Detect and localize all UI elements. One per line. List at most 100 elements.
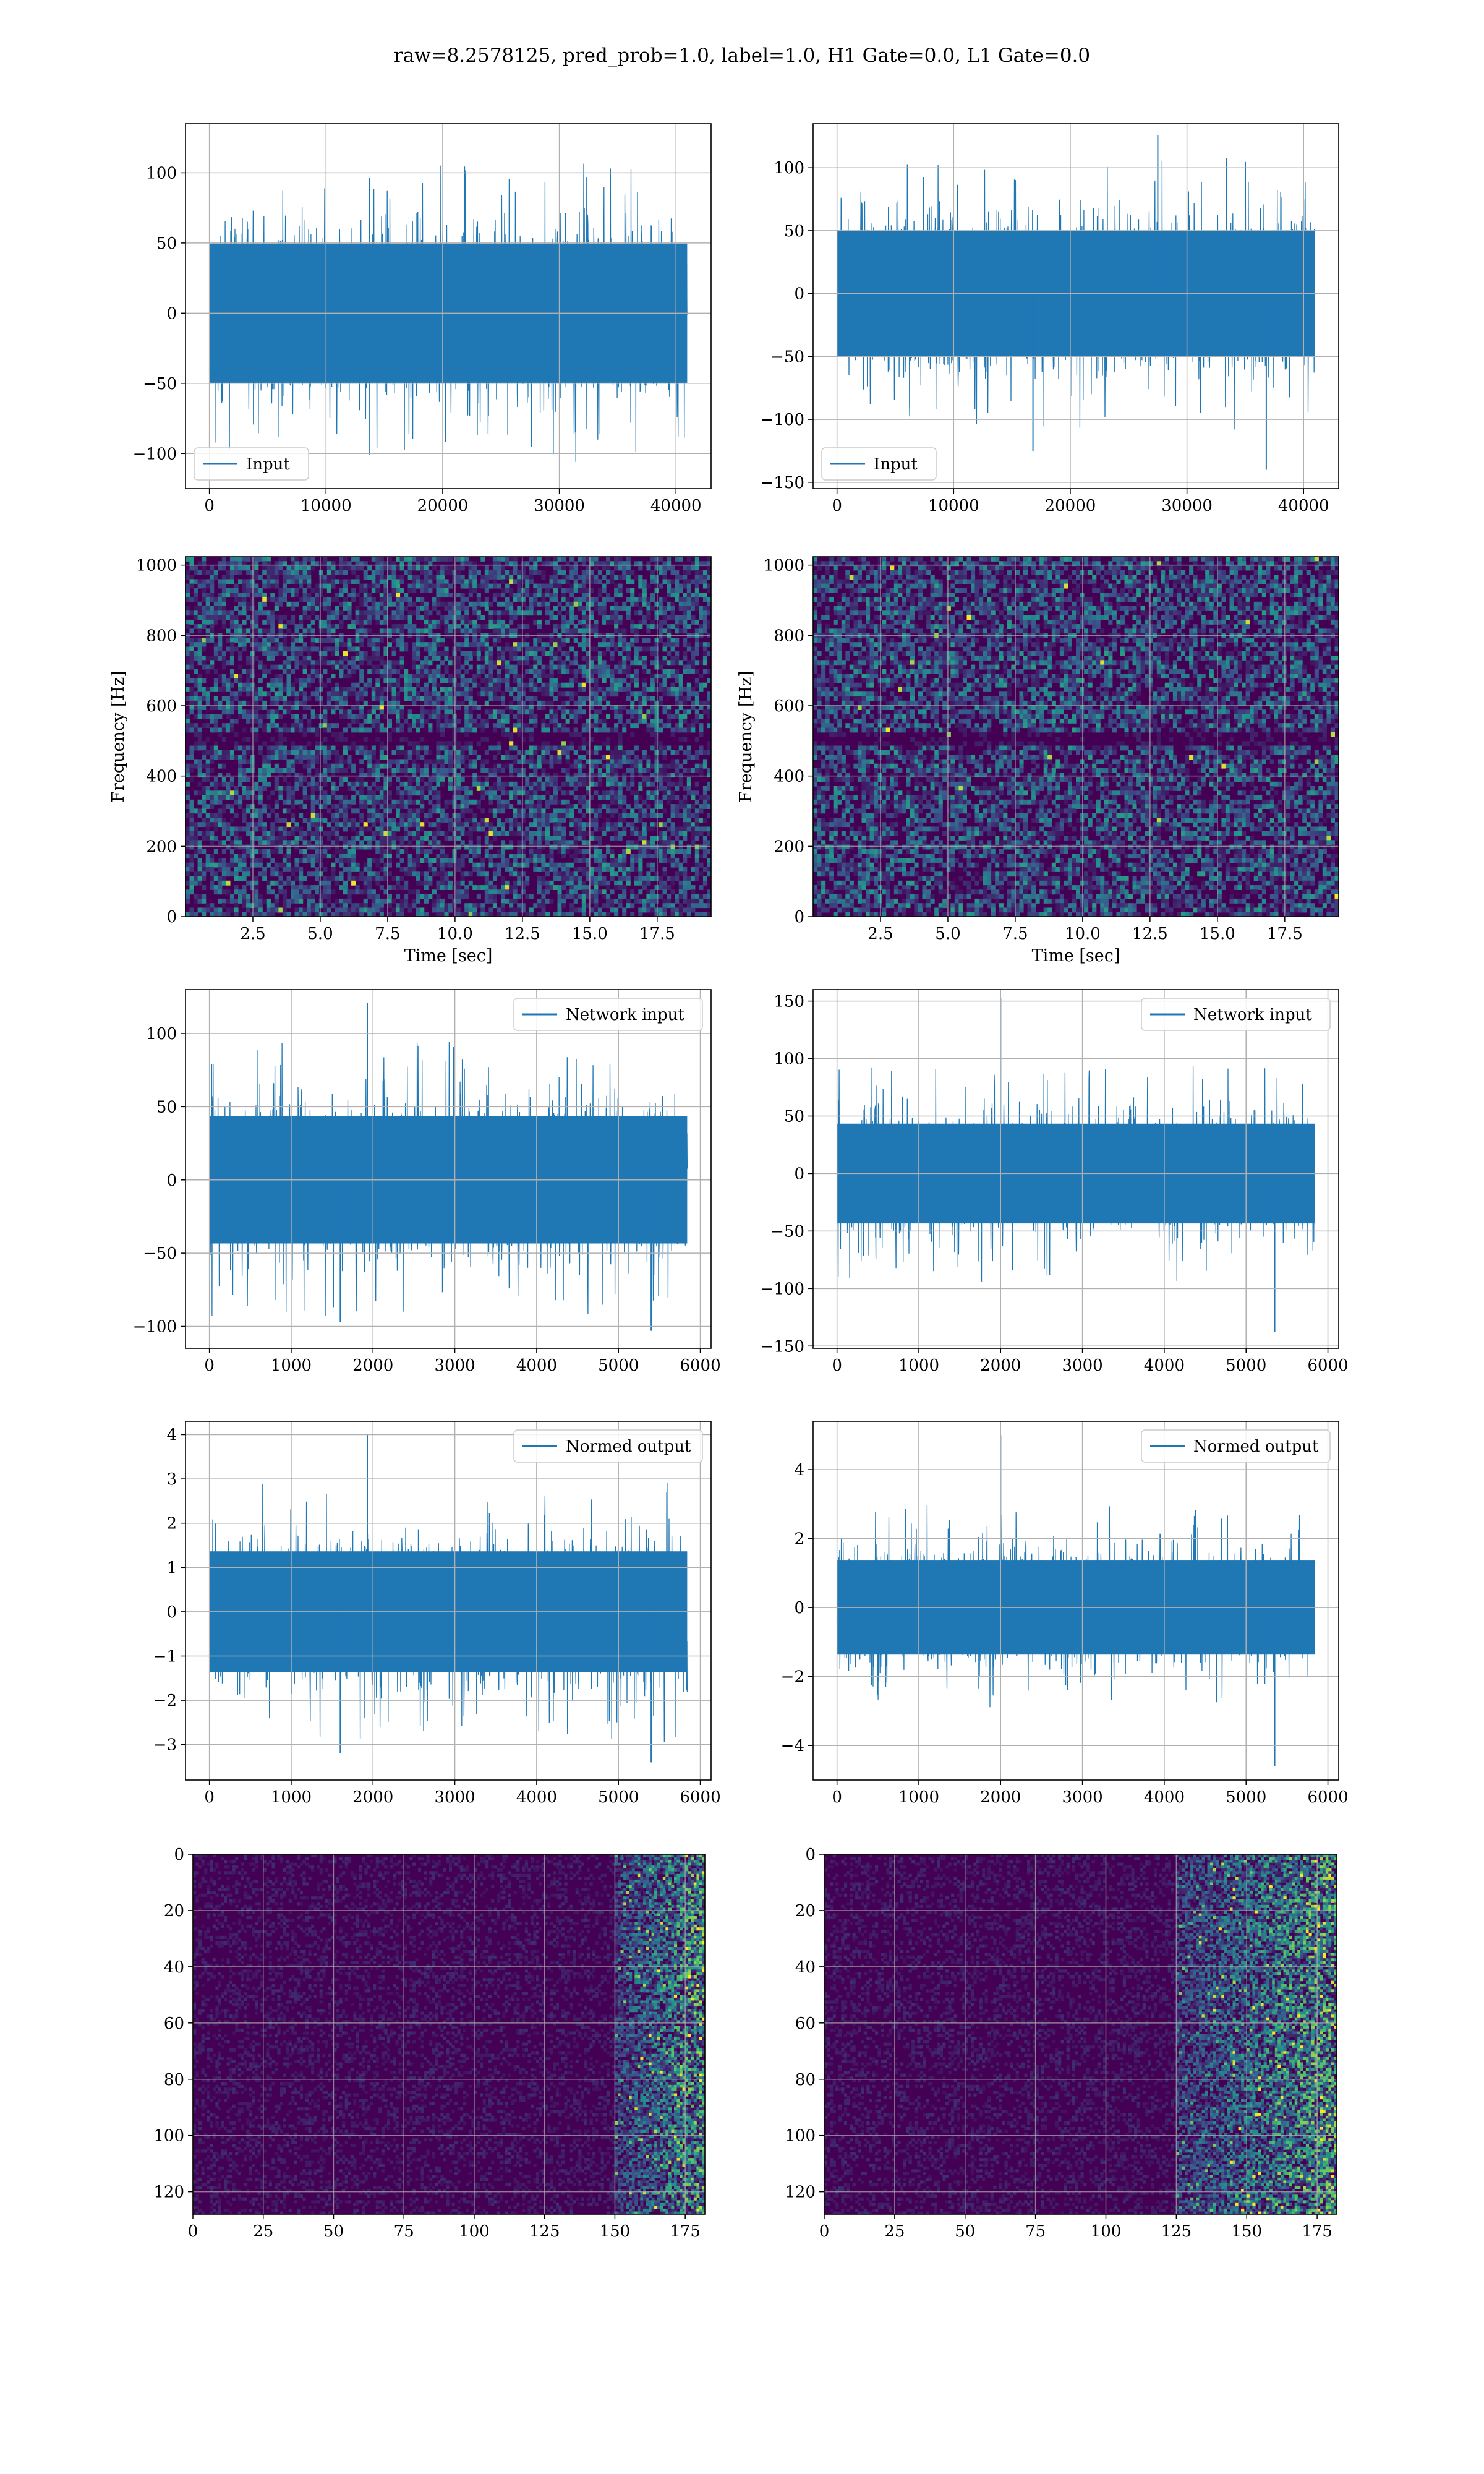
heatmap-cell — [399, 660, 404, 666]
heatmap-cell — [492, 579, 497, 584]
heatmap-cell — [387, 862, 392, 868]
heatmap-cell — [407, 831, 412, 836]
heatmap-cell — [307, 727, 312, 733]
heatmap-cell — [234, 674, 239, 679]
heatmap-cell — [339, 664, 344, 670]
heatmap-cell — [561, 894, 566, 899]
heatmap-cell — [578, 799, 582, 805]
heatmap-cell — [315, 561, 320, 567]
heatmap-cell — [307, 781, 312, 787]
heatmap-cell — [472, 813, 477, 818]
heatmap-cell — [581, 894, 586, 899]
heatmap-cell — [545, 750, 550, 755]
heatmap-cell — [549, 745, 554, 751]
heatmap-cell — [274, 907, 279, 913]
heatmap-cell — [553, 624, 558, 629]
heatmap-cell — [246, 660, 251, 666]
heatmap-cell — [375, 638, 380, 643]
heatmap-cell — [262, 804, 267, 809]
heatmap-cell — [250, 570, 255, 575]
heatmap-cell — [202, 570, 207, 575]
heatmap-cell — [399, 610, 404, 616]
heatmap-cell — [501, 912, 506, 917]
heatmap-cell — [278, 880, 283, 886]
heatmap-cell — [440, 773, 445, 778]
heatmap-cell — [310, 781, 315, 787]
heatmap-cell — [367, 808, 372, 814]
heatmap-cell — [476, 646, 481, 652]
heatmap-cell — [221, 781, 226, 787]
heatmap-cell — [218, 750, 223, 755]
heatmap-cell — [557, 727, 562, 733]
heatmap-cell — [525, 799, 530, 805]
heatmap-cell — [529, 781, 534, 787]
heatmap-cell — [476, 597, 481, 602]
heatmap-cell — [299, 727, 304, 733]
heatmap-cell — [517, 682, 522, 688]
heatmap-cell — [476, 583, 481, 589]
heatmap-cell — [286, 660, 291, 666]
heatmap-cell — [213, 818, 218, 823]
heatmap-cell — [250, 597, 255, 602]
heatmap-cell — [428, 610, 433, 616]
heatmap-cell — [379, 849, 384, 854]
heatmap-cell — [517, 696, 522, 701]
heatmap-cell — [363, 799, 368, 805]
heatmap-cell — [274, 799, 279, 805]
heatmap-cell — [234, 790, 239, 796]
heatmap-cell — [363, 880, 368, 886]
heatmap-cell — [210, 880, 215, 886]
heatmap-cell — [194, 642, 198, 648]
heatmap-cell — [480, 826, 485, 832]
heatmap-cell — [294, 898, 299, 904]
heatmap-cell — [262, 768, 267, 773]
heatmap-cell — [448, 718, 453, 724]
heatmap-cell — [492, 597, 497, 602]
heatmap-cell — [270, 682, 275, 688]
heatmap-cell — [375, 840, 380, 845]
heatmap-cell — [407, 727, 412, 733]
heatmap-cell — [221, 727, 226, 733]
heatmap-cell — [525, 858, 530, 863]
heatmap-cell — [367, 912, 372, 917]
heatmap-cell — [379, 570, 384, 575]
heatmap-cell — [335, 818, 339, 823]
heatmap-cell — [291, 763, 296, 769]
heatmap-cell — [476, 601, 481, 607]
heatmap-cell — [323, 606, 328, 611]
heatmap-cell — [549, 660, 554, 666]
heatmap-cell — [383, 867, 388, 872]
heatmap-cell — [246, 907, 251, 913]
heatmap-cell — [197, 628, 202, 634]
heatmap-cell — [194, 682, 198, 688]
heatmap-cell — [561, 597, 566, 602]
heatmap-cell — [541, 705, 546, 710]
heatmap-cell — [464, 804, 469, 809]
heatmap-cell — [444, 691, 449, 697]
heatmap-cell — [367, 790, 372, 796]
heatmap-cell — [565, 871, 570, 877]
heatmap-cell — [186, 836, 190, 841]
x-tick-label: 20000 — [417, 497, 469, 515]
heatmap-cell — [407, 813, 412, 818]
heatmap-cell — [351, 889, 356, 895]
heatmap-cell — [310, 674, 315, 679]
heatmap-cell — [335, 687, 339, 692]
heatmap-cell — [578, 628, 582, 634]
heatmap-cell — [318, 588, 323, 593]
heatmap-cell — [229, 709, 234, 715]
heatmap-cell — [339, 638, 344, 643]
heatmap-cell — [399, 737, 404, 742]
heatmap-cell — [412, 628, 417, 634]
heatmap-cell — [331, 709, 336, 715]
heatmap-cell — [501, 588, 506, 593]
heatmap-cell — [347, 759, 352, 764]
heatmap-cell — [186, 813, 190, 818]
heatmap-cell — [444, 651, 449, 656]
heatmap-cell — [278, 862, 283, 868]
heatmap-cell — [189, 745, 194, 751]
heatmap-cell — [436, 781, 441, 787]
heatmap-cell — [294, 579, 299, 584]
heatmap-cell — [205, 714, 210, 719]
heatmap-cell — [343, 606, 348, 611]
